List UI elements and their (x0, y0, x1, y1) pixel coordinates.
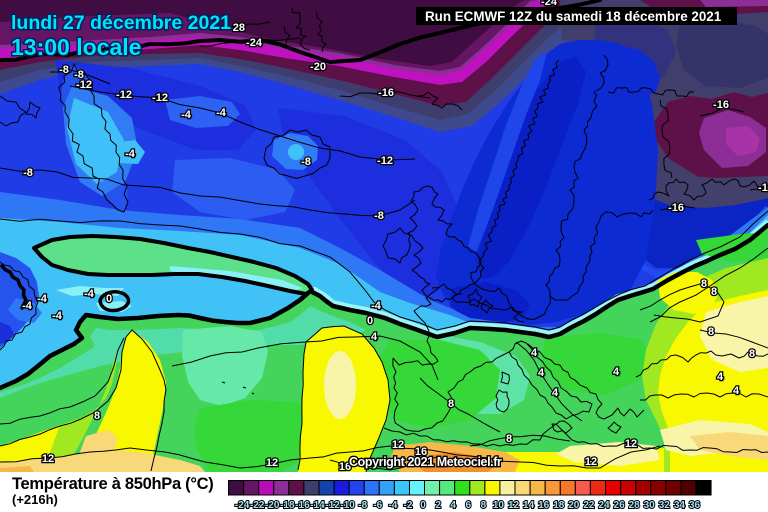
svg-text:-22: -22 (250, 500, 265, 511)
svg-text:-16: -16 (713, 99, 729, 111)
svg-text:12: 12 (42, 453, 54, 465)
svg-text:-20: -20 (310, 61, 326, 73)
svg-text:lundi 27 décembre 2021: lundi 27 décembre 2021 (11, 12, 231, 34)
svg-text:0: 0 (367, 315, 373, 327)
svg-text:-12: -12 (76, 79, 92, 91)
svg-text:-28: -28 (229, 22, 245, 34)
svg-text:-8: -8 (374, 210, 384, 222)
svg-text:8: 8 (506, 433, 512, 445)
svg-text:8: 8 (749, 348, 755, 360)
svg-text:10: 10 (493, 500, 505, 511)
svg-text:-12: -12 (152, 92, 168, 104)
svg-text:-2: -2 (404, 500, 413, 511)
svg-text:-4: -4 (181, 109, 192, 121)
svg-text:4: 4 (613, 366, 620, 378)
svg-text:12: 12 (508, 500, 520, 511)
svg-text:-12: -12 (758, 182, 768, 194)
svg-text:12: 12 (392, 439, 404, 451)
svg-text:4: 4 (717, 371, 724, 383)
svg-text:-8: -8 (358, 500, 367, 511)
svg-text:-4: -4 (22, 300, 33, 312)
svg-text:8: 8 (448, 398, 454, 410)
svg-text:4: 4 (531, 347, 538, 359)
svg-text:-6: -6 (373, 500, 382, 511)
svg-text:2: 2 (435, 500, 441, 511)
svg-text:-4: -4 (371, 300, 382, 312)
svg-text:-12: -12 (116, 89, 132, 101)
svg-text:-24: -24 (235, 500, 250, 511)
svg-text:-4: -4 (84, 288, 95, 300)
svg-text:(+216h): (+216h) (12, 492, 58, 507)
svg-text:4: 4 (733, 385, 740, 397)
svg-text:0: 0 (106, 293, 112, 305)
svg-text:-14: -14 (310, 500, 325, 511)
svg-text:12: 12 (266, 457, 278, 469)
svg-text:-10: -10 (340, 500, 355, 511)
svg-text:14: 14 (523, 500, 535, 511)
svg-text:32: 32 (659, 500, 671, 511)
svg-text:6: 6 (466, 500, 472, 511)
svg-text:-18: -18 (280, 500, 295, 511)
svg-text:34: 34 (674, 500, 686, 511)
svg-text:-8: -8 (74, 69, 84, 81)
svg-text:16: 16 (415, 446, 427, 458)
svg-text:8: 8 (708, 326, 714, 338)
svg-text:-4: -4 (37, 293, 48, 305)
svg-text:4: 4 (371, 331, 378, 343)
svg-text:-24: -24 (541, 0, 558, 8)
svg-text:-4: -4 (125, 148, 136, 160)
svg-text:12: 12 (585, 456, 597, 468)
svg-text:8: 8 (711, 286, 717, 298)
svg-text:-8: -8 (301, 156, 311, 168)
svg-text:22: 22 (583, 500, 595, 511)
svg-text:Copyright 2021 Meteociel.fr: Copyright 2021 Meteociel.fr (349, 455, 502, 469)
svg-text:8: 8 (94, 410, 100, 422)
svg-text:Run ECMWF 12Z du samedi 18 déc: Run ECMWF 12Z du samedi 18 décembre 2021 (425, 9, 722, 24)
svg-text:-8: -8 (59, 64, 69, 76)
svg-text:-16: -16 (668, 202, 684, 214)
svg-text:30: 30 (644, 500, 656, 511)
svg-text:-16: -16 (295, 500, 310, 511)
svg-text:-24: -24 (246, 37, 263, 49)
svg-text:-20: -20 (265, 500, 280, 511)
svg-text:-4: -4 (388, 500, 397, 511)
svg-text:36: 36 (689, 500, 701, 511)
svg-text:8: 8 (701, 278, 707, 290)
svg-text:18: 18 (553, 500, 565, 511)
svg-text:-8: -8 (23, 167, 33, 179)
svg-text:28: 28 (629, 500, 641, 511)
svg-text:26: 26 (614, 500, 626, 511)
svg-text:13:00 locale: 13:00 locale (11, 34, 141, 60)
svg-text:20: 20 (568, 500, 580, 511)
svg-text:4: 4 (538, 367, 545, 379)
svg-text:16: 16 (339, 461, 351, 473)
svg-text:24: 24 (598, 500, 610, 511)
svg-text:4: 4 (552, 387, 559, 399)
svg-text:-16: -16 (378, 87, 394, 99)
svg-text:4: 4 (450, 500, 456, 511)
svg-text:-12: -12 (325, 500, 340, 511)
svg-text:Température à 850hPa (°C): Température à 850hPa (°C) (12, 475, 213, 493)
svg-text:16: 16 (538, 500, 550, 511)
svg-text:-4: -4 (52, 310, 63, 322)
svg-text:-4: -4 (216, 107, 227, 119)
svg-text:-12: -12 (377, 155, 393, 167)
svg-text:8: 8 (481, 500, 487, 511)
svg-text:0: 0 (420, 500, 426, 511)
svg-text:12: 12 (625, 438, 637, 450)
